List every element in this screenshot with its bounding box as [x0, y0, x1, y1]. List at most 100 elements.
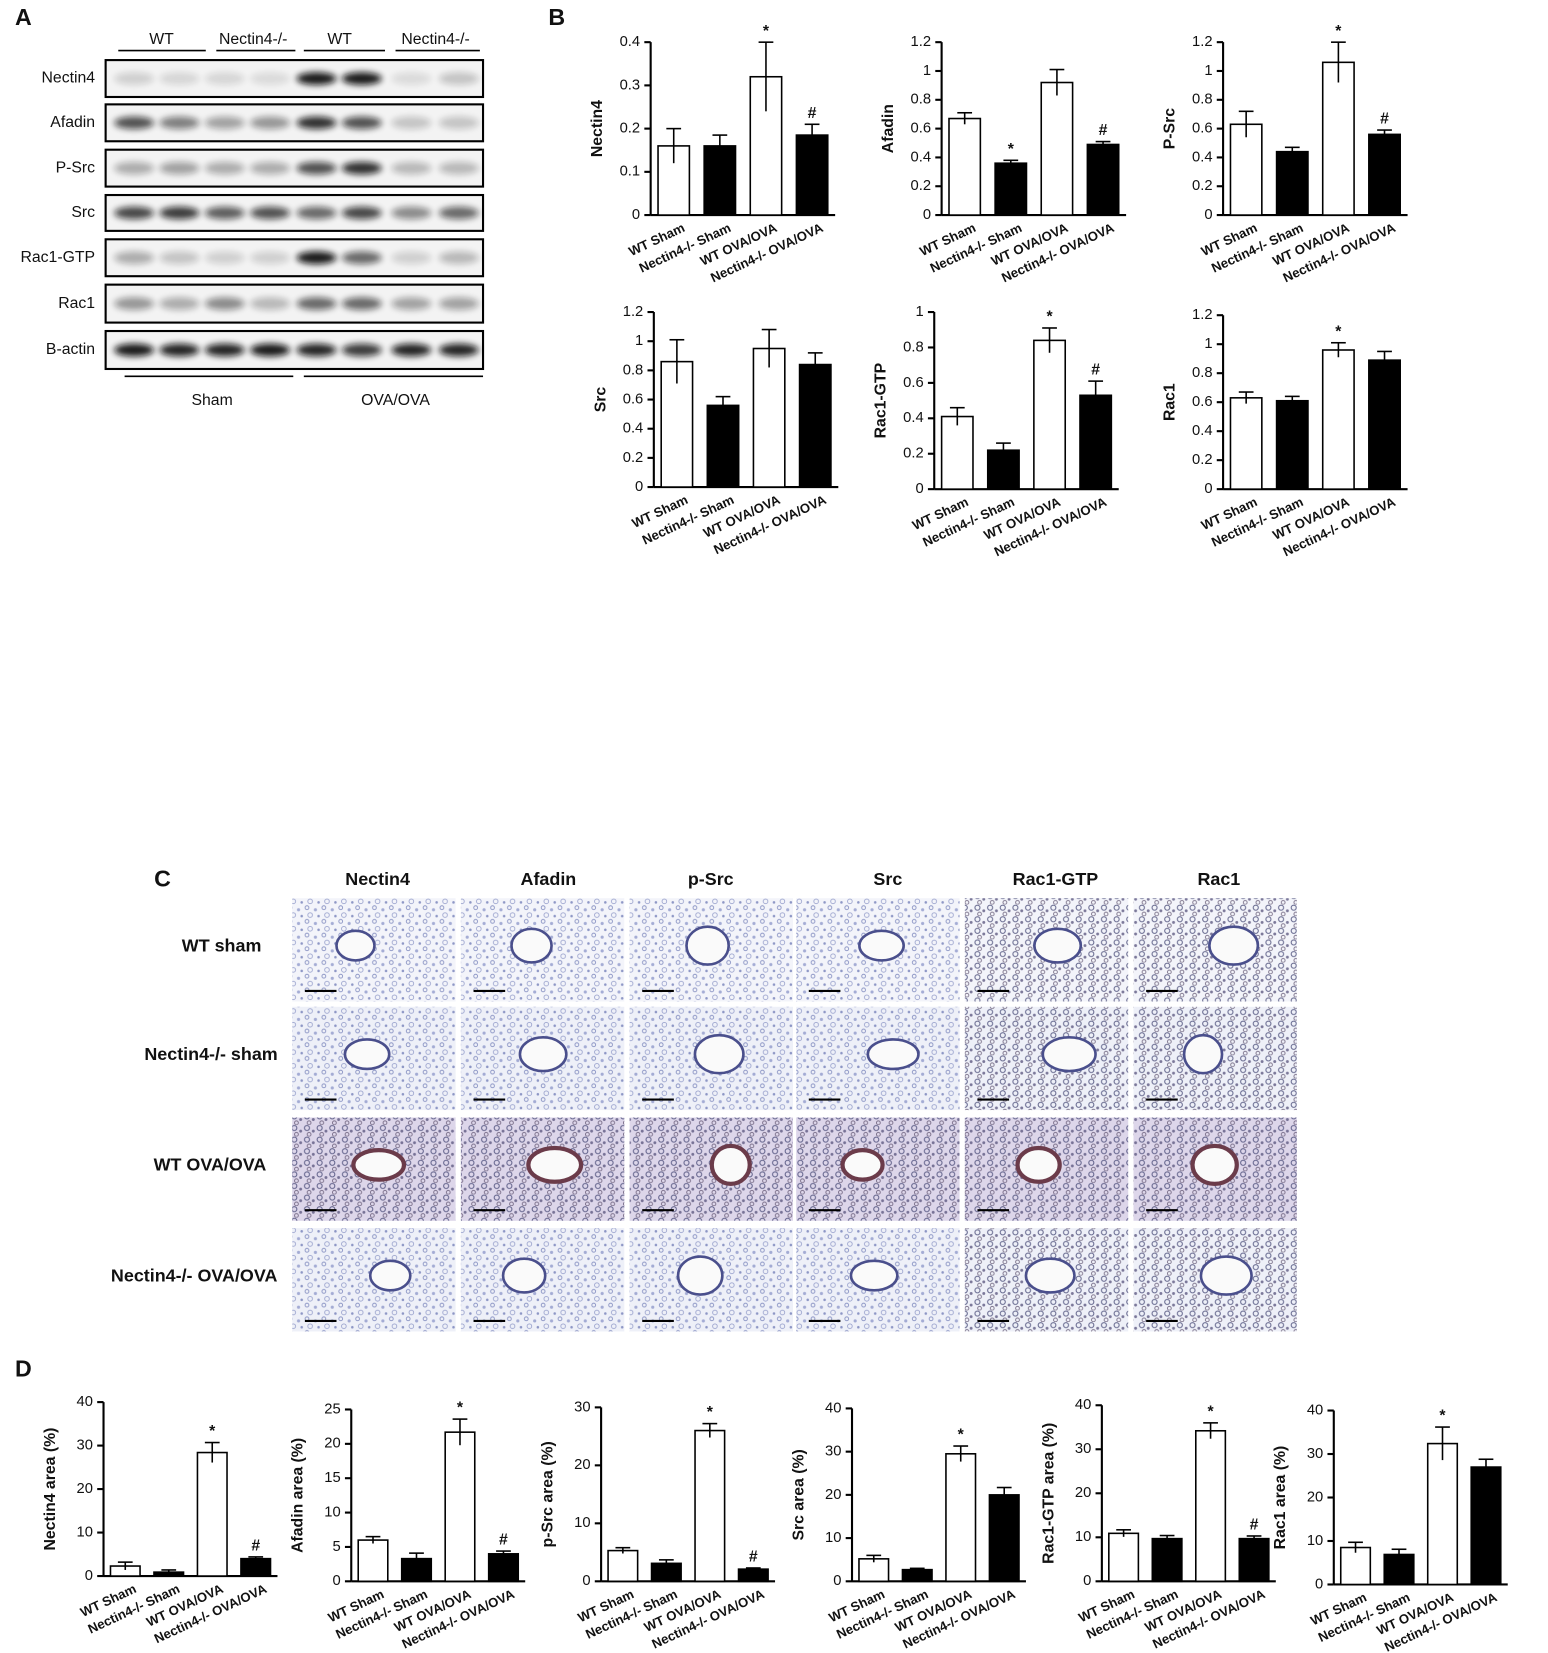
airway — [368, 1259, 412, 1292]
y-tick-label: 10 — [324, 1504, 340, 1520]
blot-band — [204, 161, 245, 175]
error-bar — [758, 41, 774, 112]
error-bar — [996, 442, 1011, 458]
blot-band — [204, 251, 245, 265]
error-bar — [1116, 1529, 1131, 1537]
bar — [444, 1431, 476, 1583]
blot-band — [114, 206, 155, 220]
y-tick-label: 0.2 — [623, 450, 644, 466]
y-tick-label: 20 — [574, 1457, 590, 1473]
significance-mark: * — [707, 1404, 714, 1421]
error-bar — [1159, 1534, 1175, 1542]
blot-band — [438, 206, 479, 220]
blot-band — [341, 251, 382, 265]
bar — [1426, 1442, 1459, 1586]
blot-band — [391, 206, 432, 220]
panel-letter: C — [154, 865, 171, 891]
blot-band — [114, 297, 155, 310]
bar — [1151, 1537, 1183, 1583]
blot-band — [296, 206, 337, 220]
y-axis-label: Rac1 area (%) — [1272, 1446, 1289, 1550]
airway — [510, 927, 553, 964]
blot-band — [438, 297, 479, 310]
significance-mark: # — [1099, 122, 1108, 139]
histology-column-label: Rac1 — [1197, 869, 1240, 889]
bar — [1321, 349, 1355, 490]
y-axis-label: Afadin — [880, 104, 897, 153]
y-tick-label: 0.8 — [623, 362, 644, 378]
significance-mark: # — [251, 1538, 260, 1555]
bar — [901, 1568, 933, 1583]
y-tick-label: 30 — [825, 1444, 841, 1460]
blot-band — [438, 116, 479, 130]
blot-band — [204, 116, 245, 130]
significance-mark: * — [1335, 323, 1342, 340]
error-bar — [658, 1559, 674, 1567]
error-bar — [1049, 68, 1065, 96]
histology-row-label: Nectin4-/- OVA/OVA — [111, 1265, 278, 1285]
y-tick-label: 10 — [1307, 1533, 1323, 1549]
airway — [1190, 1143, 1239, 1186]
y-tick-label: 0 — [85, 1568, 93, 1584]
bar — [1339, 1546, 1372, 1586]
blot-band — [438, 251, 479, 265]
airway — [676, 1255, 724, 1296]
y-tick-label: 10 — [825, 1530, 841, 1546]
y-tick-label: 1 — [915, 304, 923, 320]
y-tick-label: 0.2 — [1192, 452, 1213, 468]
error-bar — [949, 406, 965, 426]
y-tick-label: 0 — [333, 1573, 341, 1589]
y-tick-label: 30 — [574, 1399, 590, 1415]
blot-band — [296, 116, 337, 130]
y-tick-label: 10 — [1075, 1529, 1091, 1545]
blot-band — [391, 343, 432, 357]
y-tick-label: 0.4 — [1192, 149, 1213, 165]
error-bar — [117, 1561, 133, 1570]
y-tick-label: 40 — [1307, 1402, 1323, 1418]
panel-letter: B — [548, 4, 565, 30]
airway — [866, 1038, 920, 1071]
error-bar — [1478, 1458, 1494, 1475]
error-bar — [1238, 110, 1254, 138]
error-bar — [248, 1556, 264, 1561]
y-tick-label: 1.2 — [1192, 34, 1213, 50]
y-tick-label: 0 — [1315, 1576, 1323, 1592]
histology-column-label: Rac1-GTP — [1013, 869, 1099, 889]
y-tick-label: 0.2 — [911, 178, 932, 194]
blot-band — [296, 343, 337, 357]
blot-row-label: B-actin — [46, 341, 95, 358]
blot-band — [438, 161, 479, 175]
histology-column-label: Nectin4 — [345, 869, 410, 889]
blot-band — [114, 343, 155, 357]
bar — [940, 415, 974, 490]
error-bar — [909, 1567, 925, 1571]
bar — [752, 347, 786, 488]
bar — [1108, 1532, 1140, 1583]
y-tick-label: 20 — [825, 1487, 841, 1503]
airway — [351, 1148, 407, 1182]
blot-row-label: Nectin4 — [42, 70, 96, 87]
blot-row-label: Rac1 — [58, 295, 95, 312]
y-tick-label: 1.2 — [623, 304, 644, 320]
blot-band — [114, 251, 155, 265]
error-bar — [1003, 159, 1019, 167]
y-tick-label: 1 — [635, 333, 643, 349]
blot-band — [341, 343, 382, 357]
airway — [685, 925, 730, 966]
blot-band — [204, 206, 245, 220]
bar — [795, 134, 829, 216]
significance-mark: * — [209, 1423, 216, 1440]
bar — [1229, 123, 1263, 216]
y-axis-label: Afadin area (%) — [290, 1438, 307, 1553]
blot-band — [438, 72, 479, 85]
y-tick-label: 0 — [632, 207, 640, 223]
bar — [1229, 397, 1263, 490]
airway — [840, 1148, 885, 1182]
airway — [501, 1257, 547, 1294]
y-tick-label: 10 — [574, 1515, 590, 1531]
blot-band — [159, 72, 200, 85]
significance-mark: * — [1439, 1408, 1446, 1425]
y-tick-label: 0.4 — [911, 149, 932, 165]
y-tick-label: 0.3 — [620, 77, 641, 93]
error-bar — [615, 1546, 631, 1554]
